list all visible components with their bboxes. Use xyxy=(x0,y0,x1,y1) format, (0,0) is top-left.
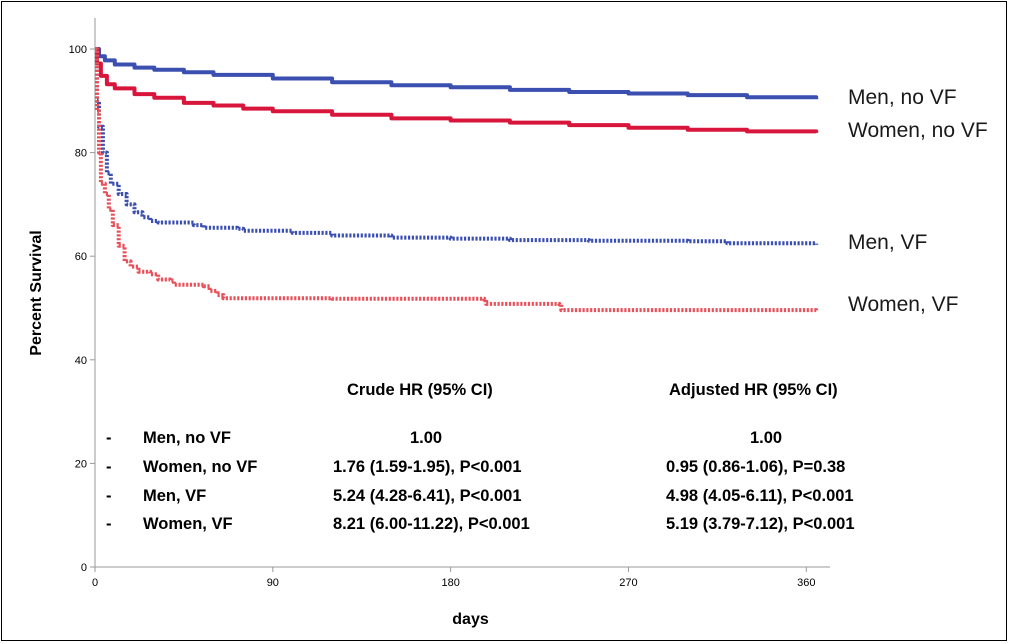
row-crude: 8.21 (6.00-11.22), P<0.001 xyxy=(333,515,530,533)
series-line-3 xyxy=(95,47,819,313)
row-group: Men, VF xyxy=(143,487,206,505)
row-bullet: - xyxy=(106,515,112,533)
y-axis-title: Percent Survival xyxy=(28,230,45,355)
y-tick-label: 40 xyxy=(75,355,87,367)
series-line-0 xyxy=(95,47,819,100)
x-tick-label: 0 xyxy=(92,577,98,589)
row-bullet: - xyxy=(106,458,112,476)
series-label-0: Men, no VF xyxy=(848,86,957,109)
row-crude: 1.76 (1.59-1.95), P<0.001 xyxy=(333,458,522,476)
row-bullet: - xyxy=(106,487,112,505)
y-tick-label: 20 xyxy=(75,458,87,470)
x-tick-label: 270 xyxy=(619,577,637,589)
table-header-crude: Crude HR (95% CI) xyxy=(347,381,493,399)
row-adjusted: 0.95 (0.86-1.06), P=0.38 xyxy=(666,458,845,476)
series-line-2 xyxy=(95,47,819,246)
series-label-1: Women, no VF xyxy=(848,119,988,142)
row-group: Women, no VF xyxy=(143,458,257,476)
row-crude: 1.00 xyxy=(410,429,442,447)
series-labels: Men, no VF Women, no VF Men, VF Women, VF xyxy=(848,86,988,316)
series-label-2: Men, VF xyxy=(848,231,927,254)
x-axis-title: days xyxy=(452,611,489,628)
axes: 0 20 40 60 80 100 0 90 180 270 360 days Percent Surv… xyxy=(28,18,830,628)
row-group: Men, no VF xyxy=(143,429,231,447)
row-crude: 5.24 (4.28-6.41), P<0.001 xyxy=(333,487,522,505)
series-line-1 xyxy=(95,47,819,134)
series-label-3: Women, VF xyxy=(848,293,958,316)
hazard-ratio-table: Crude HR (95% CI) Adjusted HR (95% CI) - Me… xyxy=(106,381,855,533)
x-tick-label: 90 xyxy=(267,577,279,589)
row-adjusted: 1.00 xyxy=(750,429,782,447)
row-bullet: - xyxy=(106,429,112,447)
y-tick-label: 0 xyxy=(81,562,87,574)
row-adjusted: 4.98 (4.05-6.11), P<0.001 xyxy=(666,487,854,505)
table-header-adjusted: Adjusted HR (95% CI) xyxy=(669,381,838,399)
row-group: Women, VF xyxy=(143,515,233,533)
x-tick-label: 360 xyxy=(797,577,815,589)
y-tick-label: 60 xyxy=(75,251,87,263)
y-tick-label: 100 xyxy=(69,44,87,56)
x-tick-label: 180 xyxy=(441,577,459,589)
row-adjusted: 5.19 (3.79-7.12), P<0.001 xyxy=(666,515,855,533)
survival-curves xyxy=(95,47,819,313)
y-tick-label: 80 xyxy=(75,148,87,160)
